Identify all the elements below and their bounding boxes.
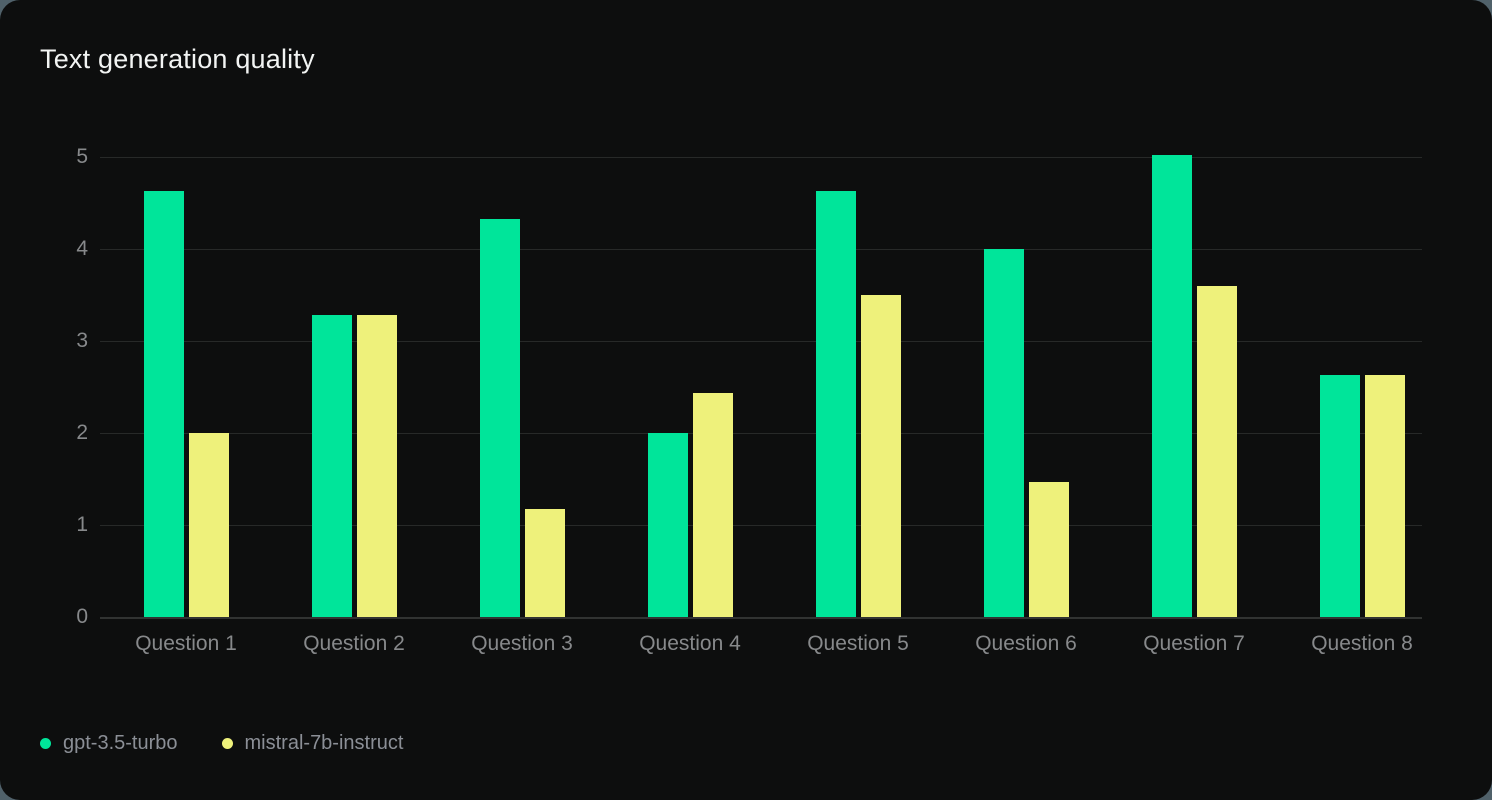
- x-axis-tick-label: Question 5: [807, 632, 909, 655]
- bar-gpt-3.5-turbo-question-1[interactable]: [143, 191, 184, 617]
- bar-mistral-7b-instruct-question-6[interactable]: [1028, 481, 1069, 617]
- gridline: [100, 249, 1422, 250]
- bar-gpt-3.5-turbo-question-8[interactable]: [1319, 375, 1360, 617]
- x-axis-tick-label: Question 7: [1143, 632, 1245, 655]
- legend-swatch-icon: [221, 738, 233, 749]
- bar-gpt-3.5-turbo-question-4[interactable]: [647, 433, 688, 617]
- gridline: [100, 433, 1422, 434]
- bar-mistral-7b-instruct-question-7[interactable]: [1196, 285, 1237, 617]
- x-axis-tick-label: Question 3: [471, 632, 573, 655]
- bar-mistral-7b-instruct-question-5[interactable]: [860, 295, 901, 617]
- gridline: [100, 341, 1422, 342]
- y-axis-tick-label: 0: [76, 605, 88, 628]
- bar-mistral-7b-instruct-question-2[interactable]: [356, 315, 397, 617]
- legend: gpt-3.5-turbo mistral-7b-instruct: [40, 732, 403, 755]
- gridline: [100, 157, 1422, 158]
- bar-gpt-3.5-turbo-question-3[interactable]: [479, 218, 520, 617]
- x-axis-tick-label: Question 2: [303, 632, 405, 655]
- bar-gpt-3.5-turbo-question-6[interactable]: [983, 249, 1024, 617]
- bar-mistral-7b-instruct-question-1[interactable]: [188, 433, 229, 617]
- x-axis-tick-label: Question 6: [975, 632, 1077, 655]
- x-axis-tick-label: Question 4: [639, 632, 741, 655]
- x-axis-baseline: [100, 617, 1422, 619]
- legend-item-mistral-7b-instruct[interactable]: mistral-7b-instruct: [221, 732, 404, 755]
- gridline: [100, 525, 1422, 526]
- x-axis-tick-label: Question 8: [1311, 632, 1413, 655]
- legend-item-gpt-3.5-turbo[interactable]: gpt-3.5-turbo: [40, 732, 178, 755]
- bar-mistral-7b-instruct-question-4[interactable]: [692, 393, 733, 617]
- bar-gpt-3.5-turbo-question-2[interactable]: [311, 315, 352, 617]
- y-axis-tick-label: 4: [76, 237, 88, 260]
- y-axis-tick-label: 1: [76, 513, 88, 536]
- bar-gpt-3.5-turbo-question-7[interactable]: [1151, 155, 1192, 617]
- legend-label: gpt-3.5-turbo: [63, 732, 178, 754]
- bar-mistral-7b-instruct-question-8[interactable]: [1364, 375, 1405, 617]
- y-axis-tick-label: 2: [76, 421, 88, 444]
- bar-gpt-3.5-turbo-question-5[interactable]: [815, 191, 856, 617]
- y-axis-tick-label: 5: [76, 145, 88, 168]
- x-axis-tick-label: Question 1: [135, 632, 237, 655]
- chart-title: Text generation quality: [40, 44, 315, 74]
- legend-swatch-icon: [40, 738, 51, 749]
- bar-mistral-7b-instruct-question-3[interactable]: [524, 509, 565, 617]
- legend-label: mistral-7b-instruct: [244, 732, 404, 754]
- y-axis-tick-label: 3: [76, 329, 88, 352]
